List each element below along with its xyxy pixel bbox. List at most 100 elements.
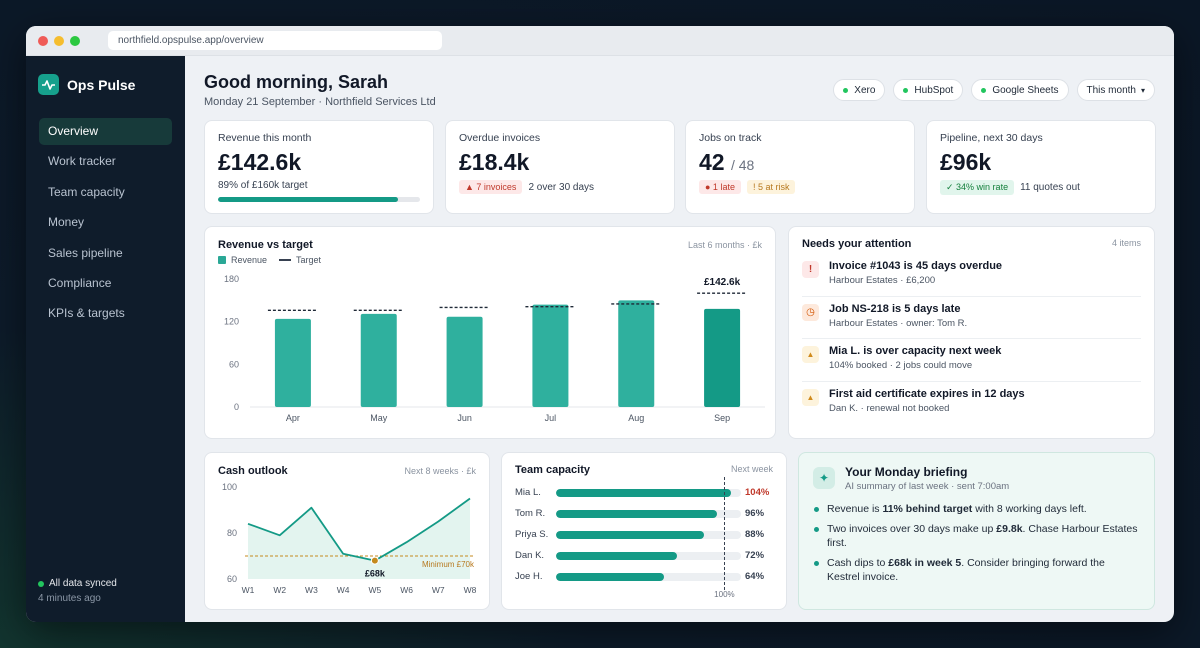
- member-name: Mia L.: [515, 487, 541, 498]
- briefing-item: Two invoices over 30 days make up £9.8k.…: [813, 522, 1140, 551]
- sidebar-item-team-capacity[interactable]: Team capacity: [48, 184, 125, 199]
- sparkle-icon: ✦: [813, 467, 835, 489]
- kpi-value: £142.6k: [218, 149, 302, 175]
- kpi-value: £18.4k: [459, 149, 530, 175]
- revenue-bar[interactable]: [360, 313, 397, 407]
- minimize-window-button[interactable]: [54, 35, 64, 46]
- attention-title: Invoice #1043 is 45 days overdue: [829, 260, 1003, 272]
- kpi-revenue-card[interactable]: Revenue this month £142.6k 89% of £160k …: [204, 120, 434, 214]
- revenue-progress-fill: [218, 197, 398, 202]
- capacity-row[interactable]: Dan K. 72%: [515, 545, 773, 566]
- attention-title: First aid certificate expires in 12 days: [829, 387, 1025, 400]
- minimum-label: Minimum £70k: [422, 560, 475, 569]
- late-badge: ● 1 late: [699, 180, 741, 194]
- chevron-down-icon: ▾: [1140, 85, 1145, 95]
- kpi-value: £96k: [940, 149, 992, 175]
- warning-icon: ▲: [802, 346, 819, 363]
- sidebar-nav: Overview Work tracker Team capacity Mone…: [26, 118, 185, 327]
- integration-label: HubSpot: [914, 84, 954, 96]
- y-tick-label: 80: [227, 528, 237, 538]
- integration-google-sheets[interactable]: Google Sheets: [971, 79, 1069, 101]
- attention-item[interactable]: ! Invoice #1043 is 45 days overdue Harbou…: [802, 254, 1141, 297]
- revenue-bar[interactable]: [704, 308, 741, 407]
- sidebar-item-kpis-targets[interactable]: KPIs & targets: [48, 306, 125, 321]
- briefing-title: Your Monday briefing: [845, 465, 968, 479]
- sidebar-item-sales-pipeline[interactable]: Sales pipeline: [48, 245, 123, 260]
- x-tick-label: Apr: [286, 413, 300, 423]
- integration-xero[interactable]: Xero: [833, 79, 886, 101]
- y-tick-label: 60: [229, 359, 239, 369]
- card-meta: Next 8 weeks · £k: [404, 466, 476, 476]
- low-point-label: £68k: [365, 569, 386, 579]
- attention-sub: Harbour Estates · owner: Tom R.: [829, 317, 968, 329]
- sidebar: Ops Pulse Overview Work tracker Team cap…: [26, 56, 185, 622]
- briefing-text: . Chase Harbour Estates first.: [827, 522, 1138, 550]
- at-risk-badge: ! 5 at risk: [746, 180, 796, 194]
- sidebar-item-money[interactable]: Money: [48, 215, 85, 230]
- brand[interactable]: Ops Pulse: [26, 56, 185, 95]
- low-point-marker[interactable]: [370, 556, 379, 565]
- win-rate-badge: ✓ 34% win rate: [940, 180, 1015, 195]
- sidebar-item-compliance[interactable]: Compliance: [48, 275, 112, 290]
- briefing-highlight: £68k in week 5: [888, 556, 962, 569]
- briefing-text: Two invoices over 30 days make up: [827, 522, 997, 535]
- capacity-row[interactable]: Joe H. 64%: [515, 566, 773, 587]
- period-select[interactable]: This month ▾: [1076, 79, 1155, 101]
- capacity-fill: [556, 488, 731, 497]
- pulse-logo-icon: [38, 74, 59, 95]
- maximize-window-button[interactable]: [70, 35, 80, 46]
- capacity-fill: [556, 551, 678, 560]
- capacity-percent: 64%: [745, 571, 765, 582]
- capacity-fill: [556, 509, 718, 518]
- revenue-bar[interactable]: [618, 300, 655, 407]
- cash-chart: 60 80 100 £68k Minimum £70k W1 W2 W3 W4 W5 W6 W7 W8: [222, 482, 477, 595]
- app-window: northfield.opspulse.app/overview Ops Pul…: [26, 26, 1174, 622]
- capacity-fill: [556, 530, 704, 539]
- sidebar-item-overview[interactable]: Overview: [39, 118, 172, 145]
- brand-name: Ops Pulse: [67, 76, 136, 93]
- y-tick-label: 120: [224, 317, 239, 327]
- revenue-bar[interactable]: [532, 304, 569, 407]
- attention-card: Needs your attention 4 items ! Invoice #…: [788, 226, 1155, 439]
- sidebar-item-work-tracker[interactable]: Work tracker: [48, 154, 116, 169]
- close-window-button[interactable]: [38, 35, 48, 46]
- capacity-row[interactable]: Priya S. 88%: [515, 524, 773, 545]
- alert-icon: !: [802, 261, 819, 278]
- kpi-jobs-card[interactable]: Jobs on track 42 / 48 ● 1 late ! 5 at ris…: [685, 120, 915, 214]
- revenue-bar[interactable]: [446, 316, 483, 407]
- x-tick-label: Sep: [714, 413, 730, 423]
- cash-line[interactable]: [247, 497, 471, 562]
- card-title: Needs your attention: [802, 238, 912, 250]
- capacity-fill: [556, 572, 664, 581]
- capacity-row[interactable]: Tom R. 96%: [515, 503, 773, 524]
- revenue-bar[interactable]: [274, 318, 311, 407]
- revenue-chart-card: Revenue vs target Last 6 months · £k Rev…: [204, 226, 776, 439]
- clock-icon: ◷: [802, 303, 819, 321]
- cash-outlook-card: Cash outlook Next 8 weeks · £k 60 80 100 £6…: [204, 452, 490, 610]
- capacity-percent: 104%: [745, 487, 770, 498]
- kpi-overdue-card[interactable]: Overdue invoices £18.4k ▲ 7 invoices 2 ov…: [445, 120, 675, 214]
- member-name: Priya S.: [515, 529, 549, 540]
- connected-dot-icon: [843, 87, 849, 93]
- capacity-bar: [556, 572, 741, 581]
- attention-item[interactable]: ▲ Mia L. is over capacity next week 104% …: [802, 339, 1141, 382]
- attention-item[interactable]: ◷ Job NS-218 is 5 days late Harbour Estat…: [802, 297, 1141, 339]
- y-tick-label: 180: [224, 274, 239, 284]
- legend-target-swatch: [279, 259, 292, 261]
- kpi-pipeline-card[interactable]: Pipeline, next 30 days £96k ✓ 34% win ra…: [926, 120, 1156, 214]
- integration-hubspot[interactable]: HubSpot: [893, 79, 964, 101]
- x-tick-label: W4: [337, 585, 350, 595]
- kpi-sub: 89% of £160k target: [218, 180, 308, 191]
- capacity-row[interactable]: Mia L. 104%: [515, 482, 773, 503]
- attention-item[interactable]: ▲ First aid certificate expires in 12 da…: [802, 382, 1141, 425]
- page-title: Good morning, Sarah: [204, 72, 389, 92]
- x-tick-label: May: [370, 413, 388, 423]
- cash-area: [248, 498, 470, 579]
- briefing-text: Revenue is: [827, 503, 883, 515]
- card-meta: Last 6 months · £k: [687, 240, 762, 250]
- x-tick-label: W2: [273, 585, 286, 595]
- kpi-value: 42: [699, 149, 725, 175]
- member-name: Dan K.: [515, 550, 545, 561]
- legend-target-label: Target: [296, 255, 322, 265]
- address-bar[interactable]: northfield.opspulse.app/overview: [108, 31, 442, 50]
